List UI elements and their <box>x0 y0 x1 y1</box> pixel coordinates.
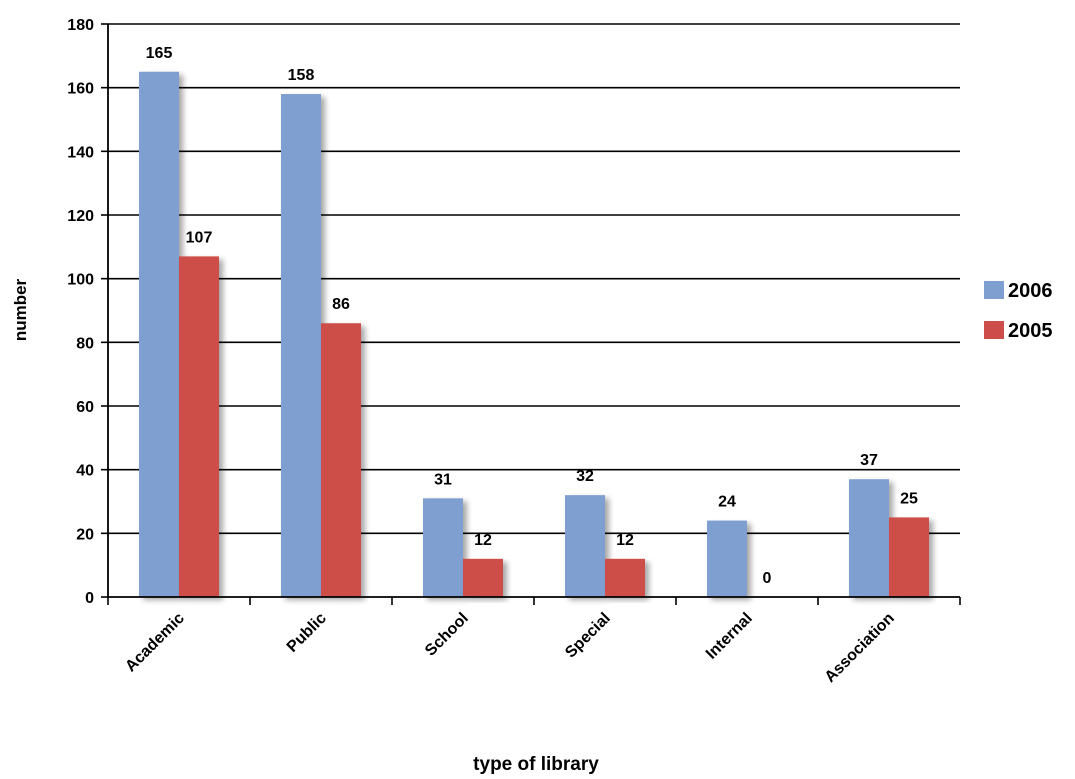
x-axis-title: type of library <box>473 754 599 774</box>
legend-label-2006: 2006 <box>1008 280 1053 302</box>
bar-2006-school <box>423 498 463 597</box>
data-label: 37 <box>860 452 878 469</box>
bar-2005-school <box>463 558 503 597</box>
bar-2006-association <box>849 479 889 597</box>
data-label: 107 <box>186 229 213 246</box>
data-label: 12 <box>616 532 634 549</box>
legend-swatch-2005 <box>984 321 1004 339</box>
y-tick-label: 140 <box>67 144 94 161</box>
y-tick-label: 20 <box>76 526 94 543</box>
bars <box>139 71 929 598</box>
y-tick-label: 160 <box>67 81 94 98</box>
data-label: 0 <box>763 570 772 587</box>
data-label: 32 <box>576 468 594 485</box>
data-label: 12 <box>474 532 492 549</box>
bar-2006-internal <box>707 520 747 597</box>
x-tick-label: Internal <box>703 610 756 663</box>
bar-2006-special <box>565 495 605 597</box>
bar-2005-academic <box>179 256 219 597</box>
bar-2006-public <box>281 94 321 598</box>
y-tick-label: 60 <box>76 399 94 416</box>
y-tick-label: 40 <box>76 463 94 480</box>
x-tick-label: Academic <box>122 610 188 676</box>
bar-2005-special <box>605 558 645 597</box>
legend-swatch-2006 <box>984 281 1004 299</box>
y-tick-label: 80 <box>76 335 94 352</box>
legend-label-2005: 2005 <box>1008 320 1053 342</box>
bar-2006-academic <box>139 71 179 597</box>
y-tick-label: 100 <box>67 272 94 289</box>
x-tick-label: Public <box>284 610 330 656</box>
data-label: 165 <box>146 45 173 62</box>
data-label: 86 <box>332 296 350 313</box>
bar-2005-public <box>321 323 361 597</box>
axes <box>101 23 961 605</box>
data-label: 31 <box>434 471 452 488</box>
bar-2005-association <box>889 517 929 597</box>
y-tick-label: 180 <box>67 17 94 34</box>
y-tick-label: 0 <box>85 590 94 607</box>
x-tick-label: Special <box>562 610 614 662</box>
y-tick-label: 120 <box>67 208 94 225</box>
legend: 2006 2005 <box>984 280 1053 342</box>
gridlines <box>108 23 960 535</box>
x-tick-label: Association <box>822 610 898 686</box>
x-tick-label: School <box>422 610 472 660</box>
data-label: 158 <box>288 67 315 84</box>
y-axis-title: number <box>11 278 30 341</box>
data-label: 24 <box>718 494 736 511</box>
data-label: 25 <box>900 490 918 507</box>
